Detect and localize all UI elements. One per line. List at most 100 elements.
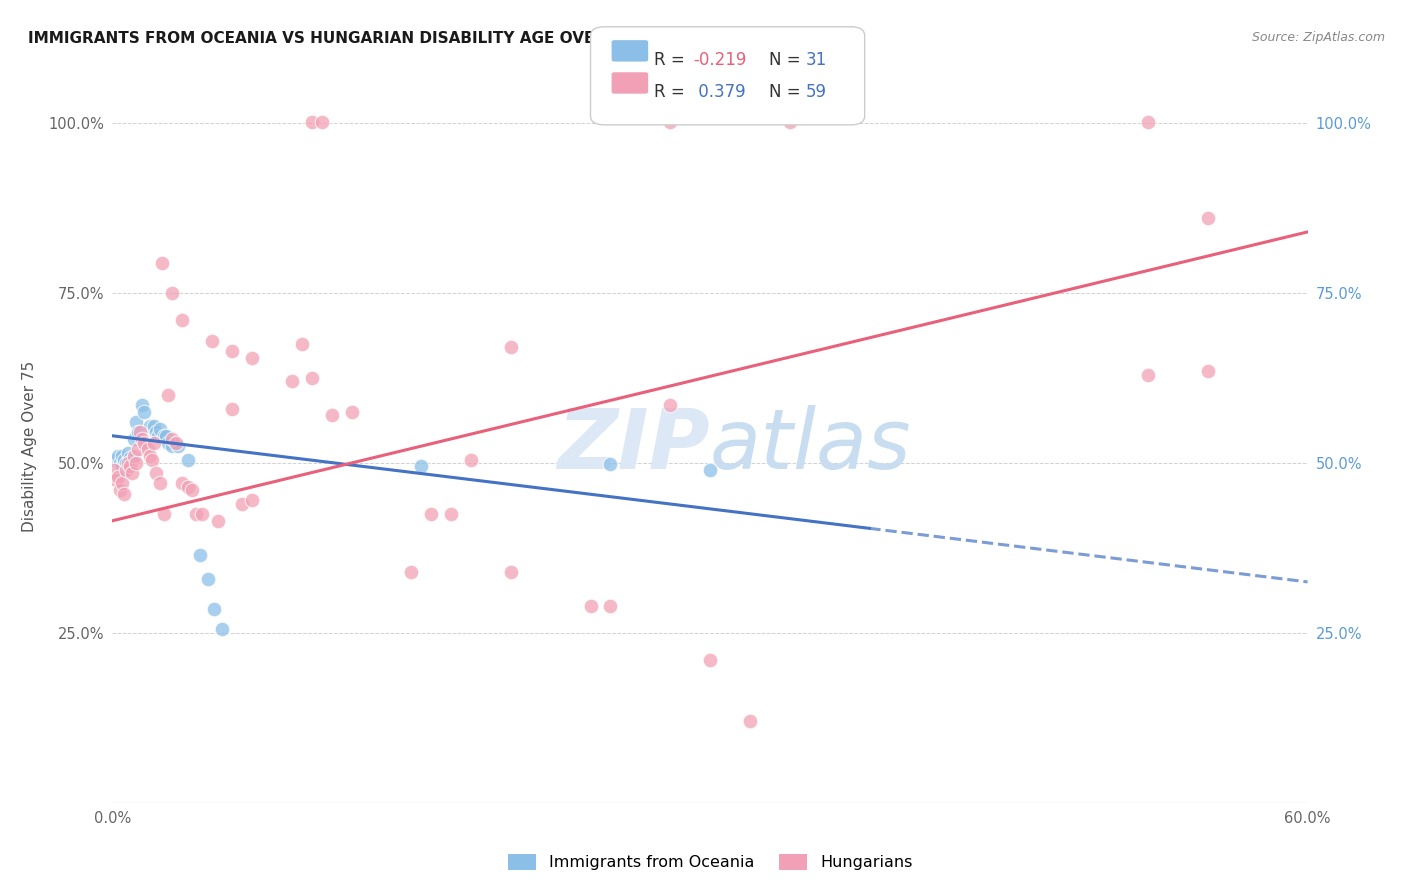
Point <box>143 418 166 433</box>
Point <box>197 572 219 586</box>
Point <box>121 466 143 480</box>
Point <box>301 371 323 385</box>
Point <box>114 486 135 500</box>
Point <box>125 415 148 429</box>
Point <box>172 476 194 491</box>
Text: IMMIGRANTS FROM OCEANIA VS HUNGARIAN DISABILITY AGE OVER 75 CORRELATION CHART: IMMIGRANTS FROM OCEANIA VS HUNGARIAN DIS… <box>28 31 821 46</box>
Point <box>103 463 125 477</box>
Text: 59: 59 <box>806 83 827 101</box>
Point <box>107 469 129 483</box>
Text: R =: R = <box>654 51 690 69</box>
Point <box>134 435 156 450</box>
Point <box>240 493 263 508</box>
Point <box>1137 368 1160 382</box>
Point <box>149 422 172 436</box>
Point <box>124 432 146 446</box>
Point <box>105 452 128 467</box>
Point <box>115 456 138 470</box>
Point <box>401 565 423 579</box>
Point <box>177 452 200 467</box>
Point <box>162 286 183 301</box>
Text: ZIP: ZIP <box>557 406 710 486</box>
Point <box>460 452 482 467</box>
Point <box>499 341 522 355</box>
Point <box>281 375 304 389</box>
Point <box>191 507 214 521</box>
Point <box>139 418 162 433</box>
Point <box>107 449 129 463</box>
Point <box>157 388 180 402</box>
Point <box>111 476 134 491</box>
Point <box>340 405 363 419</box>
Point <box>134 405 156 419</box>
Legend: Immigrants from Oceania, Hungarians: Immigrants from Oceania, Hungarians <box>502 847 918 877</box>
Point <box>188 548 211 562</box>
Point <box>157 435 180 450</box>
Point <box>291 337 314 351</box>
Point <box>499 565 522 579</box>
Point <box>127 442 149 457</box>
Point <box>207 514 229 528</box>
Point <box>579 599 602 613</box>
Point <box>167 439 190 453</box>
Point <box>1197 211 1219 226</box>
Point <box>440 507 463 521</box>
Point <box>221 343 243 358</box>
Point <box>117 446 139 460</box>
Point <box>115 463 138 477</box>
Text: -0.219: -0.219 <box>693 51 747 69</box>
Point <box>155 429 177 443</box>
Text: 31: 31 <box>806 51 827 69</box>
Text: N =: N = <box>769 51 806 69</box>
Point <box>659 398 682 412</box>
Point <box>131 398 153 412</box>
Point <box>162 439 183 453</box>
Point <box>659 115 682 129</box>
Point <box>153 507 176 521</box>
Point <box>181 483 204 498</box>
Point <box>411 459 433 474</box>
Point <box>145 466 167 480</box>
Point <box>420 507 443 521</box>
Point <box>599 458 621 472</box>
Text: atlas: atlas <box>710 406 911 486</box>
Point <box>125 456 148 470</box>
Text: R =: R = <box>654 83 690 101</box>
Point <box>779 115 801 129</box>
Point <box>148 429 170 443</box>
Y-axis label: Disability Age Over 75: Disability Age Over 75 <box>22 360 37 532</box>
Point <box>699 653 721 667</box>
Point <box>111 459 134 474</box>
Point <box>240 351 263 365</box>
Point <box>150 255 173 269</box>
Point <box>120 450 142 465</box>
Point <box>117 456 139 470</box>
Point <box>110 456 132 470</box>
Point <box>202 602 225 616</box>
Point <box>149 476 172 491</box>
Point <box>738 714 761 729</box>
Point <box>110 483 132 498</box>
Point <box>129 425 152 440</box>
Text: 0.379: 0.379 <box>693 83 745 101</box>
Point <box>121 452 143 467</box>
Point <box>124 449 146 463</box>
Point <box>1137 115 1160 129</box>
Point <box>139 449 162 463</box>
Text: N =: N = <box>769 83 806 101</box>
Point <box>131 432 153 446</box>
Point <box>321 409 343 423</box>
Point <box>311 115 333 129</box>
Point <box>143 435 166 450</box>
Point <box>172 313 194 327</box>
Point <box>145 425 167 440</box>
Text: Source: ZipAtlas.com: Source: ZipAtlas.com <box>1251 31 1385 45</box>
Point <box>201 334 224 348</box>
Point <box>699 463 721 477</box>
Point <box>1197 364 1219 378</box>
Point <box>221 401 243 416</box>
Point <box>177 480 200 494</box>
Point <box>105 473 128 487</box>
Point <box>186 507 208 521</box>
Point <box>162 432 183 446</box>
